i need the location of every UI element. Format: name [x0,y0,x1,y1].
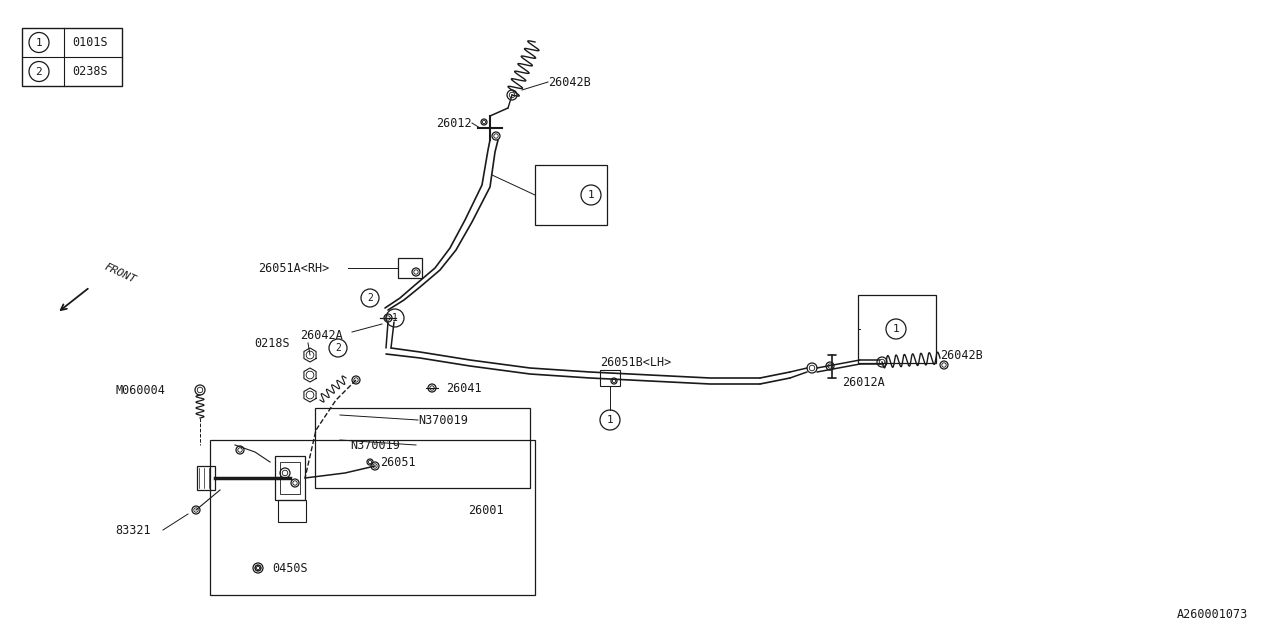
Bar [858,295,936,363]
Bar [210,440,535,595]
Text: 1: 1 [607,415,613,425]
Text: M060004: M060004 [115,383,165,397]
Text: A260001073: A260001073 [1176,609,1248,621]
Text: N370019: N370019 [349,438,399,451]
Bar [278,500,306,522]
Bar [197,466,215,490]
Text: 26051: 26051 [380,456,416,468]
Text: 1: 1 [392,313,398,323]
Text: 83321: 83321 [115,524,151,536]
Text: 26042B: 26042B [940,349,983,362]
Bar [275,456,305,500]
Text: 26051B<LH>: 26051B<LH> [600,355,671,369]
Text: 2: 2 [36,67,42,77]
Text: 26012A: 26012A [842,376,884,388]
Bar [22,28,122,86]
Text: 1: 1 [892,324,900,334]
Bar [280,462,300,494]
Text: 1: 1 [588,190,594,200]
Text: 2: 2 [367,293,372,303]
Text: 1: 1 [36,38,42,47]
Text: 2: 2 [335,343,340,353]
Bar [535,165,607,225]
Text: 0218S: 0218S [253,337,289,349]
Text: 26042A: 26042A [300,328,343,342]
Text: 0450S: 0450S [273,561,307,575]
Text: 26001: 26001 [468,504,503,516]
Text: 26041: 26041 [445,381,481,394]
Text: 26042B: 26042B [548,76,591,88]
Text: 26051A<RH>: 26051A<RH> [259,262,329,275]
Text: N370019: N370019 [419,413,468,426]
Text: 26012: 26012 [436,116,471,129]
Text: 0238S: 0238S [72,65,108,78]
Bar [600,370,620,386]
Bar [398,258,422,278]
Bar [315,408,530,488]
Text: 0101S: 0101S [72,36,108,49]
Text: FRONT: FRONT [102,261,138,285]
